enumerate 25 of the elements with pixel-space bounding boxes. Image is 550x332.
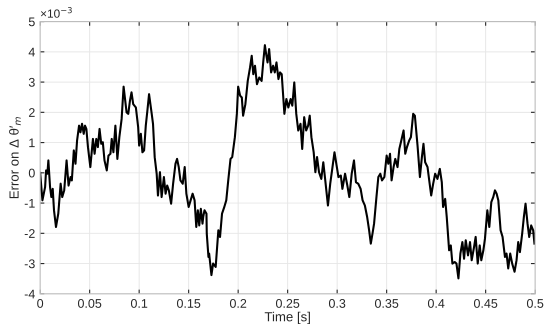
x-tick-label: 0.35: [374, 299, 398, 308]
line-series: [40, 44, 536, 280]
x-tick-label: 0.2: [230, 299, 246, 308]
x-tick-label: 0.05: [78, 299, 102, 308]
y-tick-label: 3: [28, 78, 35, 87]
y-tick-label: -4: [24, 290, 35, 298]
y-axis-title: Error on Δ θ′$_{m}$: [9, 117, 21, 198]
x-tick-label: 0.25: [276, 299, 300, 308]
x-tick-label: 0.45: [474, 299, 498, 308]
y-tick-label: -2: [24, 229, 35, 238]
text: ×10$^{−3}$: [40, 7, 72, 18]
y-tick-label: -3: [24, 259, 35, 268]
x-tick-label: 0.15: [176, 299, 200, 308]
x-tick-label: 0.3: [328, 299, 346, 308]
y-tick-label: -1: [24, 199, 35, 208]
y-tick-label: 5: [28, 18, 35, 26]
x-tick-label: 0.1: [130, 299, 148, 308]
y-tick-label: 0: [28, 168, 35, 178]
y-tick-label: 4: [28, 48, 35, 56]
y-tick-label: 1: [29, 138, 35, 148]
x-tick-label: 0.4: [428, 299, 444, 308]
x-tick-label: 0.5: [526, 299, 544, 308]
x-tick-label: 0: [37, 299, 44, 308]
y-tick-label: 2: [28, 108, 35, 117]
x-axis-title: Time [s]: [264, 312, 310, 324]
